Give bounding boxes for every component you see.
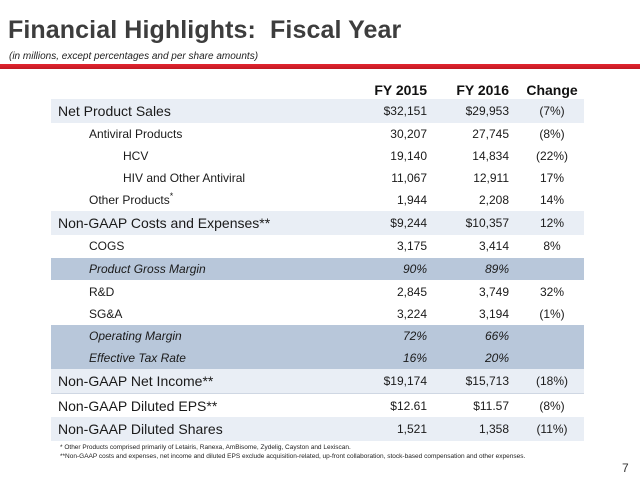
cell-fy2016: $29,953: [465, 104, 509, 118]
cell-fy2015: $19,174: [383, 374, 427, 388]
row-label: Antiviral Products: [89, 127, 183, 141]
cell-change: (8%): [539, 399, 565, 413]
cell-fy2015: 1,521: [396, 422, 427, 436]
footnote-other-products: * Other Products comprised primarily of …: [60, 444, 351, 451]
row-label: COGS: [89, 239, 125, 253]
table-row-sga: SG&A 3,224 3,194 (1%): [51, 303, 584, 325]
cell-change: 14%: [539, 193, 565, 207]
table-row-operating-margin: Operating Margin 72% 66%: [51, 325, 584, 347]
table-row-net-product-sales: Net Product Sales $32,151 $29,953 (7%): [51, 99, 584, 123]
row-label: Operating Margin: [89, 329, 182, 343]
row-label: Effective Tax Rate: [89, 351, 186, 365]
cell-change: (18%): [535, 374, 568, 388]
row-label: Non-GAAP Diluted EPS**: [58, 398, 218, 414]
cell-fy2016: 12,911: [473, 171, 509, 185]
cell-fy2016: 3,749: [478, 285, 509, 299]
column-header-fy2016: FY 2016: [456, 82, 509, 98]
row-label: Net Product Sales: [58, 103, 171, 119]
cell-fy2015: 11,067: [391, 171, 427, 185]
row-label: R&D: [89, 285, 115, 299]
cell-fy2016: 14,834: [472, 149, 509, 163]
table-row-effective-tax-rate: Effective Tax Rate 16% 20%: [51, 347, 584, 369]
table-row-non-gaap-costs: Non-GAAP Costs and Expenses** $9,244 $10…: [51, 211, 584, 235]
cell-fy2015: 16%: [402, 351, 427, 365]
cell-fy2015: 1,944: [396, 193, 427, 207]
cell-change: 8%: [543, 239, 561, 253]
cell-change: 12%: [539, 216, 565, 230]
cell-fy2015: $9,244: [390, 216, 427, 230]
row-label: SG&A: [89, 307, 123, 321]
cell-fy2016: $11.57: [473, 399, 509, 413]
cell-fy2015: 19,140: [390, 149, 427, 163]
cell-fy2016: 2,208: [478, 193, 509, 207]
cell-fy2015: $12.61: [390, 399, 427, 413]
cell-fy2015: $32,151: [383, 104, 427, 118]
cell-change: 17%: [539, 171, 565, 185]
cell-change: (1%): [539, 307, 565, 321]
cell-fy2016: $15,713: [465, 374, 509, 388]
cell-change: (11%): [536, 422, 568, 436]
cell-fy2016: $10,357: [465, 216, 509, 230]
title-divider: [0, 64, 640, 69]
row-label: Non-GAAP Diluted Shares: [58, 421, 223, 437]
row-label: Non-GAAP Net Income**: [58, 373, 214, 389]
table-row-product-gross-margin: Product Gross Margin 90% 89%: [51, 258, 584, 280]
cell-fy2016: 27,745: [472, 127, 509, 141]
cell-fy2016: 1,358: [478, 422, 509, 436]
cell-fy2016: 3,414: [478, 239, 509, 253]
cell-fy2016: 66%: [484, 329, 509, 343]
row-label: Non-GAAP Costs and Expenses**: [58, 215, 271, 231]
table-row-non-gaap-diluted-shares: Non-GAAP Diluted Shares 1,521 1,358 (11%…: [51, 417, 584, 441]
cell-fy2016: 89%: [484, 262, 509, 276]
cell-change: (7%): [539, 104, 565, 118]
cell-fy2015: 3,175: [396, 239, 427, 253]
table-row-hiv-other-antiviral: HIV and Other Antiviral 11,067 12,911 17…: [51, 167, 584, 189]
cell-fy2016: 3,194: [478, 307, 509, 321]
cell-change: (22%): [535, 149, 568, 163]
cell-fy2015: 90%: [402, 262, 427, 276]
row-label: HIV and Other Antiviral: [123, 171, 246, 185]
table-row-antiviral-products: Antiviral Products 30,207 27,745 (8%): [51, 123, 584, 145]
table-row-non-gaap-diluted-eps: Non-GAAP Diluted EPS** $12.61 $11.57 (8%…: [51, 393, 584, 418]
cell-fy2015: 2,845: [396, 285, 427, 299]
cell-change: (8%): [539, 127, 565, 141]
row-label-text: Other Products: [89, 193, 170, 207]
cell-fy2015: 30,207: [390, 127, 427, 141]
row-label: Product Gross Margin: [89, 262, 206, 276]
row-label: Other Products*: [51, 191, 584, 208]
slide-subtitle: (in millions, except percentages and per…: [9, 51, 259, 62]
slide-title: Financial Highlights: Fiscal Year: [8, 16, 402, 44]
footnote-marker: *: [169, 191, 174, 201]
cell-fy2016: 20%: [484, 351, 509, 365]
table-row-non-gaap-net-income: Non-GAAP Net Income** $19,174 $15,713 (1…: [51, 369, 584, 393]
column-header-change: Change: [526, 82, 578, 98]
cell-fy2015: 3,224: [396, 307, 427, 321]
table-row-cogs: COGS 3,175 3,414 8%: [51, 235, 584, 257]
page-number: 7: [622, 461, 629, 475]
row-label: HCV: [123, 149, 149, 163]
column-header-fy2015: FY 2015: [374, 82, 427, 98]
footnote-non-gaap: **Non-GAAP costs and expenses, net incom…: [60, 453, 526, 460]
cell-fy2015: 72%: [402, 329, 427, 343]
table-row-other-products: Other Products* 1,944 2,208 14%: [51, 189, 584, 211]
cell-change: 32%: [539, 285, 565, 299]
table-row-hcv: HCV 19,140 14,834 (22%): [51, 145, 584, 167]
table-row-rnd: R&D 2,845 3,749 32%: [51, 281, 584, 303]
